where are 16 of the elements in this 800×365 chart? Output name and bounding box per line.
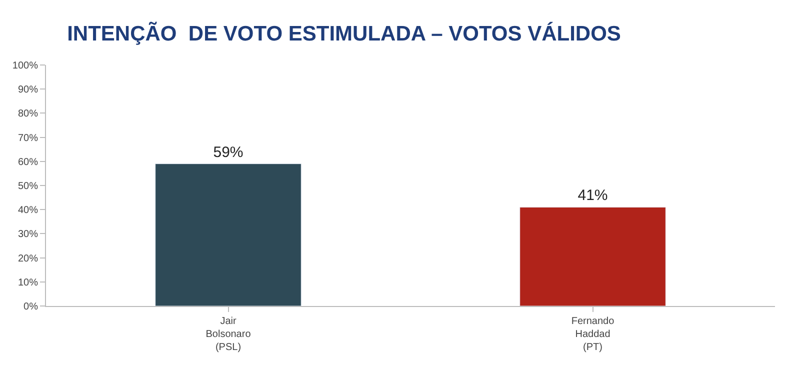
y-tick-label: 10% — [18, 277, 38, 288]
y-tick-label: 100% — [12, 60, 38, 72]
y-tick-label: 40% — [18, 205, 38, 216]
x-tick-label: Jair Bolsonaro (PSL) — [206, 316, 252, 353]
y-tick-label: 30% — [18, 229, 38, 240]
y-tick-label: 0% — [24, 302, 38, 312]
y-tick-label: 80% — [18, 108, 38, 120]
data-label: 41% — [578, 187, 608, 204]
x-tick-label: Fernando Haddad (PT) — [571, 316, 615, 353]
chart-title: INTENÇÃO DE VOTO ESTIMULADA – VOTOS VÁLIDOS — [67, 21, 621, 46]
y-tick-label: 20% — [18, 253, 38, 264]
y-tick-label: 70% — [18, 132, 38, 144]
y-tick-label: 90% — [18, 84, 38, 96]
data-label: 59% — [213, 144, 244, 161]
y-tick-label: 50% — [18, 181, 38, 192]
y-tick-label: 60% — [18, 156, 38, 168]
